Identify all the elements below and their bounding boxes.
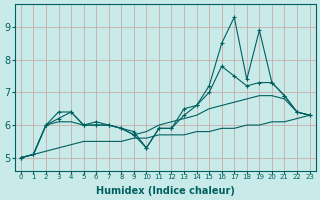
X-axis label: Humidex (Indice chaleur): Humidex (Indice chaleur) bbox=[96, 186, 235, 196]
